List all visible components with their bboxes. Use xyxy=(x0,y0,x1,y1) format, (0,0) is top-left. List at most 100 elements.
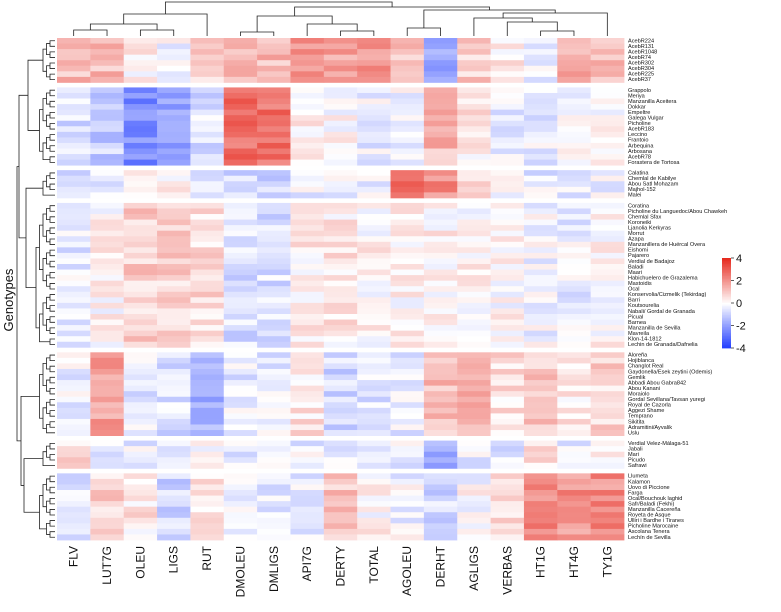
heatmap-cell xyxy=(323,495,358,502)
heatmap-cell xyxy=(123,402,158,409)
heatmap-cell xyxy=(423,252,458,259)
heatmap-cell xyxy=(457,357,491,364)
heatmap-cell xyxy=(57,402,91,409)
heatmap-cell xyxy=(257,374,291,381)
heatmap-cell xyxy=(123,368,158,375)
heatmap-cell xyxy=(323,148,358,155)
heatmap-cell xyxy=(223,286,258,293)
heatmap-cell xyxy=(423,60,458,67)
heatmap-cell xyxy=(90,170,125,177)
heatmap-cell xyxy=(57,60,91,67)
heatmap-cell xyxy=(423,473,458,480)
heatmap-cell xyxy=(90,308,125,315)
legend-gradient-step xyxy=(722,262,731,265)
column-dendrogram xyxy=(73,1,608,36)
heatmap-cell xyxy=(257,495,291,502)
heatmap-cell xyxy=(390,319,425,326)
row-label: Farga xyxy=(628,490,644,496)
heatmap-cell xyxy=(157,170,191,177)
heatmap-cell xyxy=(323,391,358,398)
heatmap-cell xyxy=(323,258,358,265)
heatmap-cell xyxy=(223,495,258,502)
heatmap-cell xyxy=(90,374,125,381)
heatmap-cell xyxy=(357,490,391,496)
heatmap-cell xyxy=(257,98,291,105)
heatmap-cell xyxy=(323,208,358,215)
legend-gradient-step xyxy=(722,283,731,286)
heatmap-cell xyxy=(323,264,358,270)
heatmap-cell xyxy=(290,490,325,496)
heatmap-cell xyxy=(290,214,325,220)
heatmap-cell xyxy=(257,49,291,56)
heatmap-cell xyxy=(457,462,491,469)
heatmap-cell xyxy=(157,202,191,209)
heatmap-cell xyxy=(557,230,592,237)
heatmap-cell xyxy=(423,341,458,348)
row-label: Verdial Velez-Málaga-51 xyxy=(628,441,689,447)
dendrogram-branch xyxy=(46,357,50,370)
heatmap-cell xyxy=(490,202,525,209)
heatmap-cell xyxy=(190,391,225,398)
heatmap-cell xyxy=(223,269,258,276)
heatmap-cell xyxy=(590,473,625,480)
heatmap-cell xyxy=(223,418,258,425)
heatmap-cell xyxy=(457,115,491,122)
row-label: Adramitini/Ayvalik xyxy=(628,425,672,431)
heatmap-cell xyxy=(123,380,158,387)
heatmap-cell xyxy=(523,330,558,337)
dendrogram-branch xyxy=(42,363,47,387)
heatmap-cell xyxy=(557,424,592,431)
heatmap-cell xyxy=(257,275,291,282)
heatmap-cell xyxy=(523,424,558,431)
heatmap-cell xyxy=(390,76,425,83)
heatmap-cell xyxy=(390,154,425,161)
heatmap-cell xyxy=(90,330,125,337)
heatmap-cell xyxy=(57,43,91,50)
heatmap-cell xyxy=(523,137,558,144)
heatmap-cell xyxy=(290,175,325,182)
heatmap-cell xyxy=(190,170,225,177)
heatmap-cell xyxy=(223,385,258,392)
heatmap-cell xyxy=(523,473,558,480)
heatmap-cell xyxy=(290,440,325,447)
column-label: API7G xyxy=(300,546,314,581)
heatmap-cell xyxy=(157,142,191,149)
heatmap-cell xyxy=(390,336,425,343)
heatmap-cell xyxy=(57,501,91,508)
heatmap-cell xyxy=(323,60,358,67)
heatmap-cell xyxy=(223,457,258,464)
heatmap-cell xyxy=(157,131,191,138)
heatmap-cell xyxy=(423,368,458,375)
row-label: Hojiblanca xyxy=(628,358,655,364)
heatmap-cell xyxy=(523,368,558,375)
heatmap-cell xyxy=(57,120,91,127)
heatmap-cell xyxy=(557,60,592,67)
heatmap-cell xyxy=(190,148,225,155)
heatmap-cell xyxy=(223,407,258,414)
heatmap-cell xyxy=(57,336,91,343)
heatmap-cell xyxy=(257,413,291,420)
heatmap-cell xyxy=(223,319,258,326)
dendrogram-branch xyxy=(46,137,50,149)
heatmap-cell xyxy=(523,214,558,220)
heatmap-cell xyxy=(390,71,425,78)
heatmap-cell xyxy=(323,126,358,133)
row-label: Koroneiki xyxy=(628,220,651,226)
heatmap-cell xyxy=(90,208,125,215)
heatmap-cell xyxy=(190,396,225,403)
legend-gradient-step xyxy=(722,265,731,268)
heatmap-cell xyxy=(257,402,291,409)
heatmap-cell xyxy=(57,291,91,298)
heatmap-cell xyxy=(557,523,592,530)
heatmap-cell xyxy=(457,148,491,155)
heatmap-cell xyxy=(357,325,391,332)
heatmap-cell xyxy=(523,109,558,116)
heatmap-cell xyxy=(490,457,525,464)
dendrogram-branch xyxy=(139,29,175,36)
heatmap-cell xyxy=(90,92,125,99)
heatmap-cell xyxy=(423,313,458,320)
heatmap-cell xyxy=(323,269,358,276)
heatmap-cell xyxy=(157,104,191,111)
row-label: Manzanilla de Sevilla xyxy=(628,325,681,331)
heatmap-cell xyxy=(457,219,491,226)
